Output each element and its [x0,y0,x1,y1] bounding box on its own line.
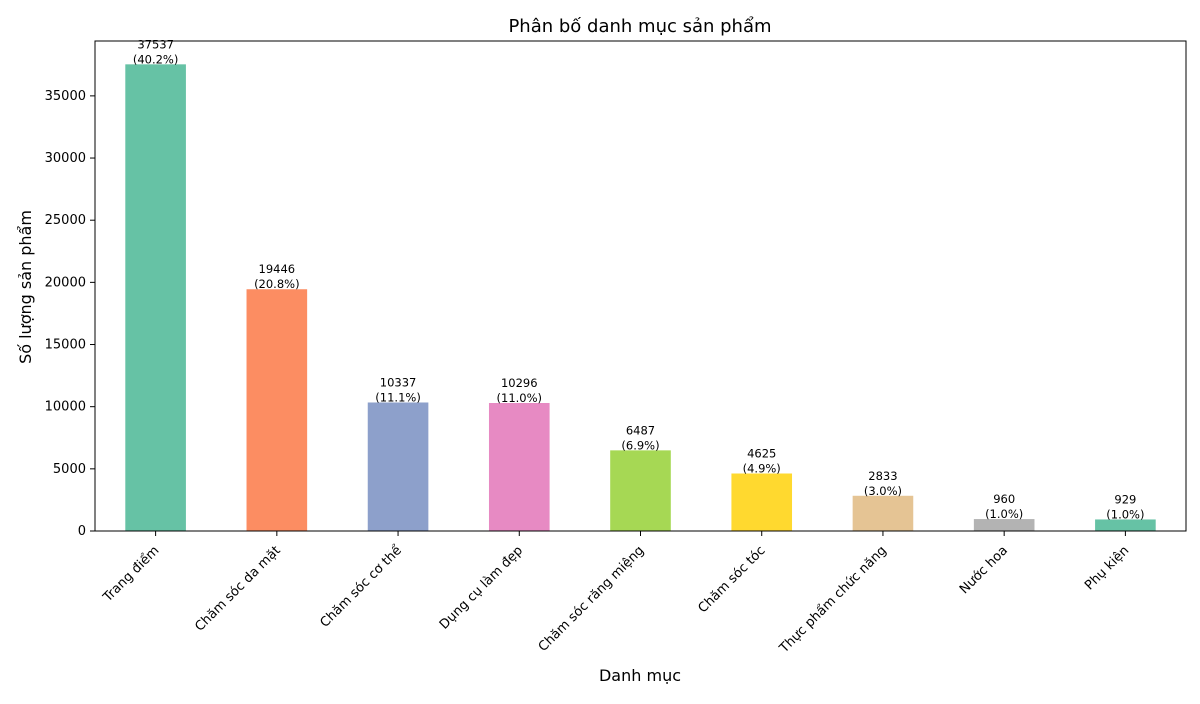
bar-value-label: 929 [1114,492,1136,506]
y-tick-label: 0 [78,524,86,539]
y-tick-label: 30000 [45,151,86,166]
bar-percent-label: (40.2%) [133,52,179,66]
chart-title: Phân bố danh mục sản phẩm [508,16,771,37]
bar [1095,519,1156,531]
bar [125,64,186,531]
y-tick-label: 35000 [45,89,86,104]
plot-frame [94,40,1187,532]
y-tick-label: 15000 [45,338,86,353]
x-tick-label: Chăm sóc da mặt [192,543,283,634]
bar-percent-label: (20.8%) [254,277,300,291]
bar-value-label: 37537 [137,37,174,51]
bar-labels-group: 37537(40.2%) 19446(20.8%) 10337(11.1%) 1029… [133,37,1145,521]
bar-value-label: 6487 [626,423,655,437]
bar-value-label: 19446 [259,262,296,276]
bar-percent-label: (11.0%) [497,391,543,405]
y-axis: 0 5000 10000 15000 20000 25000 30000 35000 [45,89,95,539]
bar-value-label: 2833 [868,469,897,483]
bar [852,495,914,531]
bar [731,473,793,531]
y-axis-label: Số lượng sản phẩm [16,210,35,364]
bar-value-label: 960 [993,492,1015,506]
bar [488,402,550,531]
bar-value-label: 10337 [380,375,417,389]
bar-percent-label: (11.1%) [375,390,421,404]
bar [610,450,671,531]
x-axis-label: Danh mục [599,666,681,685]
y-tick-label: 5000 [53,462,86,477]
y-tick-label: 25000 [45,213,86,228]
bar-percent-label: (3.0%) [864,484,902,498]
bar-percent-label: (6.9%) [621,438,659,452]
x-tick-label: Trang điểm [100,543,163,606]
x-tick-label: Thực phẩm chức năng [776,543,890,657]
bar-percent-label: (1.0%) [985,507,1023,521]
bar-percent-label: (1.0%) [1106,507,1144,521]
bar [246,289,308,531]
x-tick-label: Dụng cụ làm đẹp [437,543,526,632]
x-axis: Trang điểm Chăm sóc da mặt Chăm sóc cơ thể… [100,531,1132,657]
y-tick-label: 10000 [45,400,86,415]
x-tick-label: Chăm sóc cơ thể [317,543,404,630]
bars-group [125,64,1156,531]
bar [973,519,1035,531]
x-tick-label: Chăm sóc răng miệng [536,543,648,655]
bar-value-label: 4625 [747,447,776,461]
bar [367,402,429,531]
x-tick-label: Phụ kiện [1082,543,1132,593]
x-tick-label: Chăm sóc tóc [696,543,769,616]
x-tick-label: Nước hoa [957,543,1011,597]
bar-value-label: 10296 [501,376,538,390]
bar-percent-label: (4.9%) [743,462,781,476]
y-tick-label: 20000 [45,275,86,290]
